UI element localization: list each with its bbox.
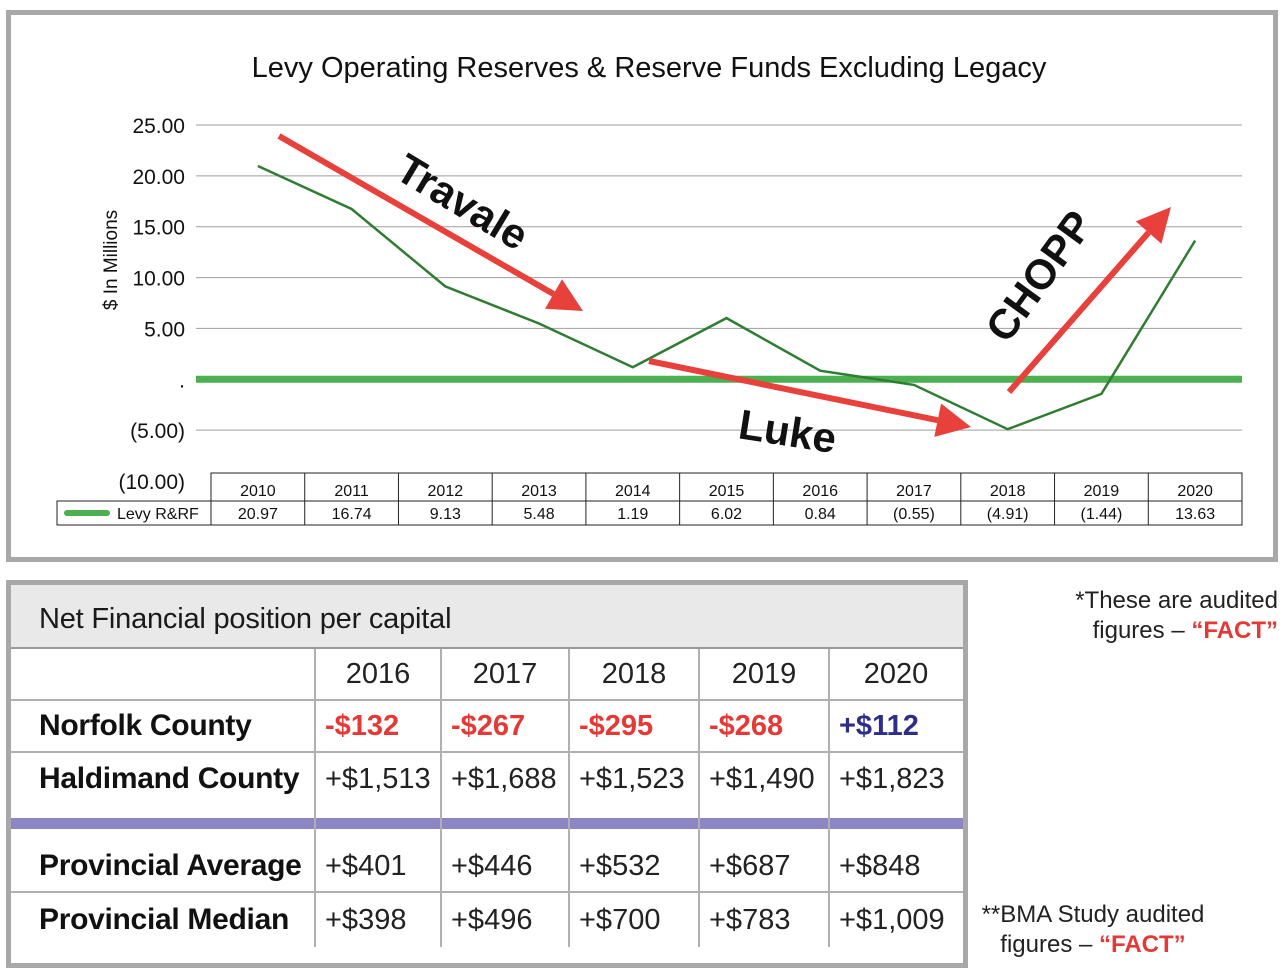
arrow-luke-shaft	[648, 358, 939, 424]
value-cell: +$398	[325, 903, 407, 936]
arrow-travale-head	[545, 279, 583, 311]
y-tick-label: (5.00)	[130, 420, 185, 443]
value-cell: +$1,009	[839, 903, 945, 936]
data-label: 13.63	[1175, 506, 1215, 523]
data-label: 0.84	[805, 506, 836, 523]
bma-note-line2: figures – “FACT”	[980, 930, 1206, 960]
value-cell: +$532	[579, 849, 661, 882]
legend-label: Levy R&RF	[117, 506, 199, 523]
audited-note-prefix: figures –	[1092, 617, 1192, 644]
row-label: Norfolk County	[39, 709, 252, 742]
section-separator-bar	[11, 818, 963, 829]
year-header: 2018	[601, 657, 667, 690]
data-label: (4.91)	[987, 506, 1029, 523]
financial-position-panel: Net Financial position per capital 2016 2…	[6, 580, 968, 968]
x-tick-label: 2014	[615, 483, 651, 500]
y-tick-label: 15.00	[132, 217, 185, 240]
table-col-line	[314, 649, 316, 947]
y-tick-label: 10.00	[132, 268, 185, 291]
y-tick-label: .	[179, 369, 185, 392]
table-row: Provincial Median +$398 +$496 +$700 +$783 +$1…	[11, 893, 963, 947]
x-tick-label: 2010	[240, 483, 276, 500]
audited-note-line1: *These are audited	[1075, 587, 1278, 614]
value-cell: +$1,513	[325, 762, 431, 795]
row-label: Provincial Median	[39, 903, 289, 936]
bma-note-fact: “FACT”	[1099, 931, 1186, 958]
y-axis-label: $ In Millions	[101, 210, 122, 310]
value-cell: +$687	[709, 849, 791, 882]
value-cell: +$1,523	[579, 762, 685, 795]
chart-panel: Levy Operating Reserves & Reserve Funds …	[6, 10, 1278, 562]
value-cell: +$783	[709, 903, 791, 936]
annotation-luke: Luke	[736, 400, 840, 462]
y-tick-label: 20.00	[132, 166, 185, 189]
x-tick-label: 2020	[1177, 483, 1213, 500]
year-header: 2019	[731, 657, 797, 690]
value-cell: +$848	[839, 849, 921, 882]
data-label: (0.55)	[893, 506, 935, 523]
table-row: Provincial Average +$401 +$446 +$532 +$687 +$…	[11, 841, 963, 893]
year-header: 2020	[863, 657, 929, 690]
value-cell: +$496	[451, 903, 533, 936]
data-label: 6.02	[711, 506, 742, 523]
value-cell: +$446	[451, 849, 533, 882]
row-label: Haldimand County	[39, 762, 300, 795]
data-label: 1.19	[617, 506, 648, 523]
table-row: Haldimand County +$1,513 +$1,688 +$1,523 +$1…	[11, 753, 963, 805]
data-label: (1.44)	[1081, 506, 1123, 523]
year-header-row: 2016 2017 2018 2019 2020	[11, 649, 963, 701]
y-tick-label: (10.00)	[118, 471, 185, 494]
value-cell: +$112	[839, 709, 919, 742]
value-cell: +$1,490	[709, 762, 815, 795]
value-cell: +$1,823	[839, 762, 945, 795]
x-tick-label: 2013	[521, 483, 557, 500]
chart-title: Levy Operating Reserves & Reserve Funds …	[252, 52, 1047, 84]
data-label: 9.13	[430, 506, 461, 523]
bma-note-line1: **BMA Study audited	[981, 901, 1205, 928]
value-cell: +$700	[579, 903, 661, 936]
year-header: 2016	[345, 657, 411, 690]
bma-note: **BMA Study audited figures – “FACT”	[980, 900, 1206, 960]
audited-note-line2: figures – “FACT”	[1040, 616, 1278, 646]
x-tick-label: 2015	[709, 483, 745, 500]
table-row: Norfolk County -$132 -$267 -$295 -$268 +$112	[11, 701, 963, 753]
table-header-bar: Net Financial position per capital	[11, 585, 963, 649]
value-cell: +$401	[325, 849, 407, 882]
bma-note-prefix: figures –	[1000, 931, 1100, 958]
audited-note-fact: “FACT”	[1191, 617, 1278, 644]
table-col-line	[440, 649, 442, 947]
x-tick-label: 2016	[802, 483, 838, 500]
audited-note: *These are audited figures – “FACT”	[1040, 586, 1278, 646]
value-cell: +$1,688	[451, 762, 557, 795]
value-cell: -$132	[325, 709, 400, 742]
y-tick-label: 5.00	[144, 318, 185, 341]
x-tick-label: 2017	[896, 483, 932, 500]
data-table-frame	[210, 472, 1243, 526]
value-cell: -$295	[579, 709, 654, 742]
year-header: 2017	[472, 657, 538, 690]
x-tick-label: 2011	[334, 483, 369, 500]
y-tick-label: 25.00	[132, 115, 185, 138]
data-label: 20.97	[238, 506, 278, 523]
x-tick-label: 2019	[1084, 483, 1120, 500]
arrow-luke-head	[934, 403, 971, 437]
arrow-travale-shaft	[277, 133, 556, 297]
levy-reserves-chart: Levy Operating Reserves & Reserve Funds …	[56, 52, 1243, 526]
legend-cell-frame	[56, 500, 212, 526]
row-label: Provincial Average	[39, 849, 302, 882]
data-label: 5.48	[523, 506, 554, 523]
table-title: Net Financial position per capital	[39, 603, 452, 635]
arrow-chopp-shaft	[1006, 230, 1151, 394]
x-tick-label: 2018	[990, 483, 1026, 500]
table-col-line	[568, 649, 570, 947]
table-col-line	[698, 649, 700, 947]
data-label: 16.74	[332, 506, 372, 523]
table-col-line	[828, 649, 830, 947]
arrow-chopp-head	[1135, 207, 1171, 244]
value-cell: -$267	[451, 709, 526, 742]
value-cell: -$268	[709, 709, 784, 742]
x-tick-label: 2012	[428, 483, 464, 500]
